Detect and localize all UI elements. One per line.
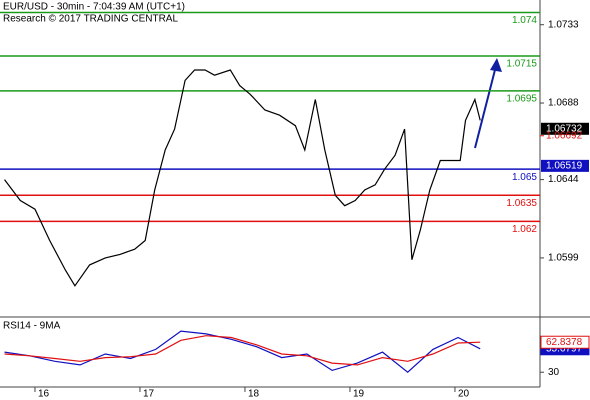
x-tick-label: 19 [353, 389, 365, 400]
price-marker-label: 1.06732 [546, 123, 583, 134]
y-tick-label: 30 [548, 367, 560, 378]
level-label: 1.074 [512, 15, 537, 26]
chart-subtitle: Research © 2017 TRADING CENTRAL [3, 14, 178, 25]
y-tick-label: 1.0599 [548, 253, 579, 264]
rsi-value-box [540, 335, 590, 349]
series-line [4, 335, 481, 366]
x-tick-label: 17 [143, 389, 155, 400]
rsi-value-label: 62.8378 [546, 337, 583, 348]
price-marker-label: 1.06519 [546, 160, 583, 171]
y-tick-label: 1.0688 [548, 98, 579, 109]
chart-title: EUR/USD - 30min - 7:04:39 AM (UTC+1) [3, 2, 185, 13]
price-marker-label: 1.06692 [546, 130, 583, 141]
level-label: 1.065 [512, 172, 537, 183]
price-marker-box [541, 159, 589, 172]
x-tick-label: 20 [458, 389, 470, 400]
rsi-title: RSI14 - 9MA [3, 321, 61, 332]
level-label: 1.062 [512, 224, 537, 235]
series-line [4, 330, 481, 373]
y-tick-label: 1.0644 [548, 174, 579, 185]
level-label: 1.0635 [506, 198, 537, 209]
level-label: 1.0715 [506, 59, 537, 70]
y-tick-label: 1.0733 [548, 19, 579, 30]
forecast-arrow [474, 61, 498, 149]
x-tick-label: 16 [38, 389, 50, 400]
level-label: 1.0695 [506, 93, 537, 104]
x-tick-label: 18 [248, 389, 260, 400]
rsi-value-label: 55.6797 [546, 343, 583, 354]
forecast-arrowhead [490, 58, 502, 72]
price-marker-box [541, 122, 589, 135]
series-line [4, 69, 481, 287]
